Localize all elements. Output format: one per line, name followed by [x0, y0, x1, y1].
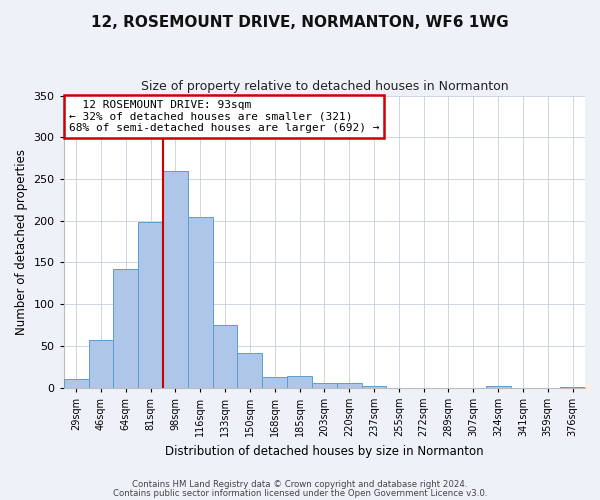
Bar — [262, 377, 287, 388]
Bar — [113, 269, 138, 388]
Bar — [163, 170, 188, 388]
Bar — [138, 222, 163, 388]
Bar — [560, 387, 585, 388]
Bar — [238, 354, 262, 388]
Bar — [337, 384, 362, 388]
Text: Contains HM Land Registry data © Crown copyright and database right 2024.: Contains HM Land Registry data © Crown c… — [132, 480, 468, 489]
Text: 12, ROSEMOUNT DRIVE, NORMANTON, WF6 1WG: 12, ROSEMOUNT DRIVE, NORMANTON, WF6 1WG — [91, 15, 509, 30]
Bar — [64, 380, 89, 388]
Text: 12 ROSEMOUNT DRIVE: 93sqm
← 32% of detached houses are smaller (321)
68% of semi: 12 ROSEMOUNT DRIVE: 93sqm ← 32% of detac… — [69, 100, 379, 133]
Text: Contains public sector information licensed under the Open Government Licence v3: Contains public sector information licen… — [113, 488, 487, 498]
Bar — [486, 386, 511, 388]
Bar — [89, 340, 113, 388]
X-axis label: Distribution of detached houses by size in Normanton: Distribution of detached houses by size … — [165, 444, 484, 458]
Bar — [312, 382, 337, 388]
Y-axis label: Number of detached properties: Number of detached properties — [15, 148, 28, 334]
Title: Size of property relative to detached houses in Normanton: Size of property relative to detached ho… — [140, 80, 508, 93]
Bar — [188, 218, 212, 388]
Bar — [287, 376, 312, 388]
Bar — [362, 386, 386, 388]
Bar — [212, 325, 238, 388]
